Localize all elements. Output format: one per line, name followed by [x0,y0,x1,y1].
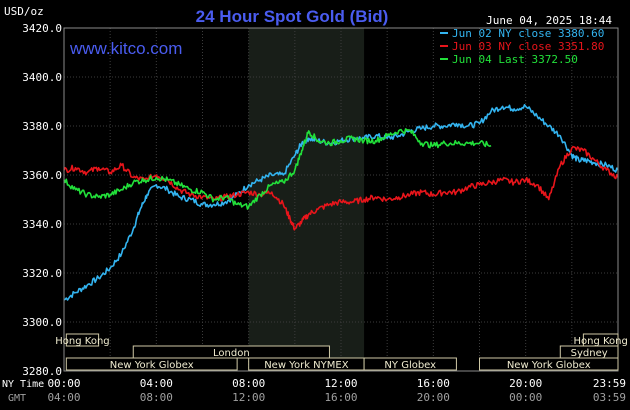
plot-border [63,27,619,372]
legend-entry: Jun 02 NY close 3380.60 [452,27,604,40]
session-box [363,357,457,371]
x-tick-label-gmt: 04:00 [47,391,80,404]
session-label: London [213,348,250,359]
series-line-1 [63,145,619,231]
session-label: Sydney [571,348,608,359]
legend-entry: Jun 04 Last 3372.50 [452,53,578,66]
y-tick-label: 3400.0 [22,71,62,84]
ny-time-label: NY Time [2,379,44,390]
x-tick-label-ny: 16:00 [417,377,450,390]
x-tick-label-gmt: 16:00 [324,391,357,404]
x-tick-label-gmt: 20:00 [417,391,450,404]
x-tick-label-ny: 23:59 [593,377,626,390]
x-tick-label-gmt: 00:00 [509,391,542,404]
x-tick-label-ny: 12:00 [324,377,357,390]
y-tick-label: 3300.0 [22,316,62,329]
y-tick-labels: 3420.0 3400.0 3380.0 3360.0 3340.0 3320.0 3300… [22,22,62,378]
units-label: USD/oz [4,5,44,18]
y-tick-label: 3340.0 [22,218,62,231]
x-tick-label-ny: 08:00 [232,377,265,390]
session-box [65,357,238,371]
session-label: Hong Kong [574,336,628,347]
session-label: New York Globex [110,360,194,371]
legend-entry: Jun 03 NY close 3351.80 [452,40,604,53]
x-tick-labels: 00:0004:0004:0008:0008:0012:0012:0016:00… [47,377,626,404]
nymex-highlight-band [248,28,365,371]
timestamp: June 04, 2025 18:44 [486,14,612,27]
x-tick-label-ny: 04:00 [140,377,173,390]
session-label: New York Globex [507,360,591,371]
y-tick-label: 3380.0 [22,120,62,133]
y-tick-label: 3320.0 [22,267,62,280]
series-line-0 [63,104,619,301]
session-box [479,357,619,371]
y-tick-label: 3280.0 [22,365,62,378]
x-tick-label-ny: 00:00 [47,377,80,390]
session-box [65,333,100,347]
x-tick-label-gmt: 08:00 [140,391,173,404]
session-label: New York NYMEX [264,360,349,371]
x-tick-label-gmt: 12:00 [232,391,265,404]
session-label: Hong Kong [55,336,109,347]
gmt-label: GMT [8,393,26,404]
session-label: NY Globex [384,360,436,371]
y-tick-label: 3420.0 [22,22,62,35]
series-lines [63,104,619,301]
x-tick-label-ny: 20:00 [509,377,542,390]
site-watermark: www.kitco.com [69,39,182,58]
x-tick-label-gmt: 03:59 [593,391,626,404]
chart-title: 24 Hour Spot Gold (Bid) [196,7,389,26]
y-tick-label: 3360.0 [22,169,62,182]
series-line-2 [63,128,492,210]
